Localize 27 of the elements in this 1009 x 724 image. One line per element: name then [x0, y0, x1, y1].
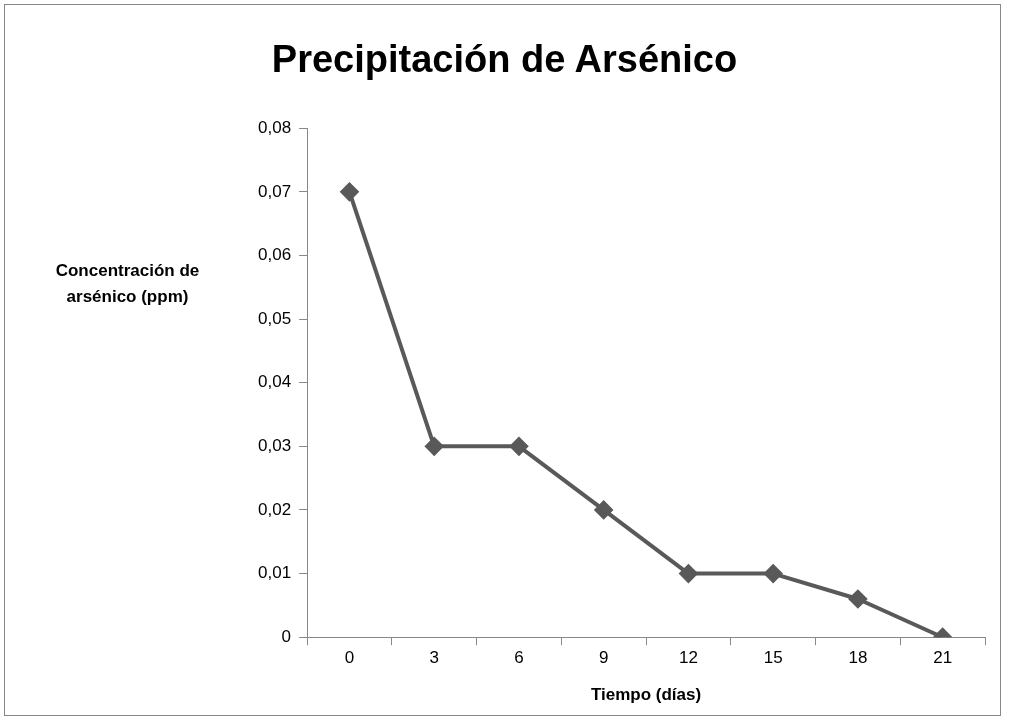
chart-title: Precipitación de Arsénico [270, 38, 739, 81]
point [340, 182, 359, 201]
point [764, 564, 783, 583]
x-axis-title: Tiempo (días) [590, 685, 702, 705]
y-tick-label: 0,08 [257, 117, 292, 137]
y-tick-label: 0 [281, 626, 292, 646]
point [425, 437, 444, 456]
x-tick-label: 9 [598, 648, 609, 668]
x-tick-label: 15 [763, 648, 783, 668]
x-tick-label: 6 [514, 648, 524, 668]
point [594, 500, 613, 519]
y-tick-label: 0,05 [257, 308, 292, 328]
y-tick-label: 0,06 [257, 245, 292, 265]
y-tick-label: 0,07 [257, 181, 292, 201]
point [679, 564, 698, 583]
y-tick-label: 0,02 [257, 499, 292, 519]
y-tick-label: 0,04 [257, 372, 292, 392]
point [848, 590, 867, 609]
x-tick-label: 18 [848, 648, 868, 668]
point [509, 437, 528, 456]
y-tick-label: 0,03 [257, 436, 292, 456]
y-tick-label: 0,01 [257, 563, 292, 583]
x-tick-label: 12 [678, 648, 698, 668]
x-tick-label: 21 [933, 648, 953, 668]
x-tick-label: 3 [429, 648, 439, 668]
y-axis-title: Concentración de arsénico (ppm) [54, 260, 201, 308]
x-tick-label: 0 [344, 648, 355, 668]
